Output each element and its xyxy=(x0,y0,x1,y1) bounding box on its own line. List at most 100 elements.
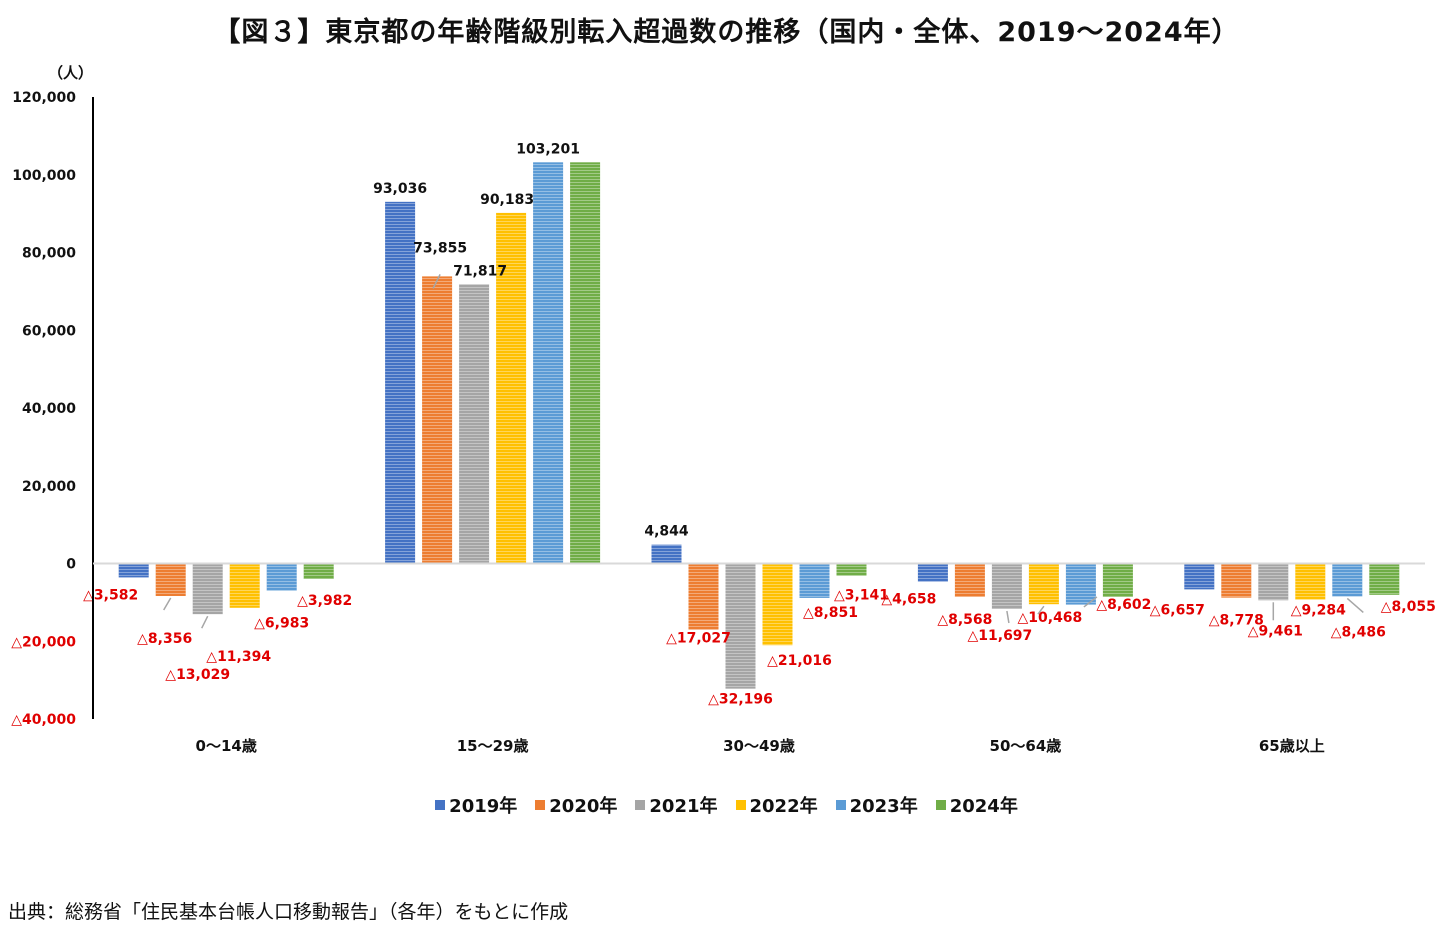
legend-swatch xyxy=(835,800,846,810)
bar-texture xyxy=(836,563,867,576)
data-label: △9,461 xyxy=(1248,623,1303,639)
data-label: △8,778 xyxy=(1209,613,1264,629)
bar-texture xyxy=(1028,563,1059,605)
bar-texture xyxy=(799,563,830,598)
legend-swatch xyxy=(935,800,946,810)
legend-swatch xyxy=(735,800,746,810)
data-label: △6,983 xyxy=(254,616,309,632)
y-tick-label: 80,000 xyxy=(22,246,76,262)
data-label: △10,468 xyxy=(1018,610,1083,626)
bar-texture xyxy=(533,162,564,564)
data-label: △13,029 xyxy=(165,667,230,683)
data-label: △6,657 xyxy=(1150,602,1205,618)
data-label: 103,201 xyxy=(516,141,580,157)
bar-texture xyxy=(303,563,334,579)
bar-texture xyxy=(917,563,948,582)
legend-item: 2022年 xyxy=(735,792,818,818)
bar-texture xyxy=(266,563,297,591)
bar-texture xyxy=(1065,563,1096,605)
data-label: △21,016 xyxy=(767,653,832,669)
data-label: 73,855 xyxy=(413,240,467,256)
y-tick-label: 0 xyxy=(66,557,76,573)
bar-texture xyxy=(496,212,527,564)
bar-texture xyxy=(1184,563,1215,590)
bar-texture xyxy=(1258,563,1289,601)
bar-texture xyxy=(762,563,793,646)
data-label: △11,697 xyxy=(968,628,1033,644)
legend-label: 2019年 xyxy=(449,796,518,817)
bar-texture xyxy=(1221,563,1252,598)
bar-texture xyxy=(688,563,719,630)
bar-texture xyxy=(651,544,682,564)
legend-label: 2022年 xyxy=(749,796,818,817)
bar-texture xyxy=(1295,563,1326,600)
y-tick-label: 20,000 xyxy=(22,479,76,495)
data-label: △8,602 xyxy=(1096,597,1151,613)
category-label: 65歳以上 xyxy=(1259,737,1325,755)
data-label: △8,055 xyxy=(1381,599,1436,615)
bar-texture xyxy=(192,563,223,615)
legend-swatch xyxy=(635,800,646,810)
y-tick-label: 40,000 xyxy=(22,401,76,417)
bar-texture xyxy=(155,563,186,596)
legend-swatch xyxy=(435,800,446,810)
data-label: 90,183 xyxy=(480,192,534,208)
y-tick-label: 100,000 xyxy=(12,168,76,184)
leader-line xyxy=(1083,596,1098,608)
data-label: △4,658 xyxy=(881,592,936,608)
legend-label: 2021年 xyxy=(649,796,718,817)
legend-label: 2023年 xyxy=(849,796,918,817)
legend-label: 2020年 xyxy=(549,796,618,817)
data-label: △3,582 xyxy=(83,587,138,603)
source-note: 出典：総務省「住民基本台帳人口移動報告」（各年）をもとに作成 xyxy=(8,901,569,923)
data-label: △8,851 xyxy=(803,605,858,621)
data-label: △8,568 xyxy=(937,612,992,628)
legend-item: 2024年 xyxy=(935,792,1018,818)
data-label: △32,196 xyxy=(708,692,773,708)
leader-line xyxy=(163,597,172,611)
bar-texture xyxy=(954,563,985,597)
data-label: 93,036 xyxy=(373,181,427,197)
bar-texture xyxy=(459,284,490,564)
legend-item: 2020年 xyxy=(535,792,617,818)
legend: 2019年 2020年 2021年 2022年 2023年 2024年 xyxy=(0,792,1453,818)
leader-line xyxy=(1006,610,1010,624)
y-tick-label: △20,000 xyxy=(11,634,76,650)
data-label: △17,027 xyxy=(666,631,731,647)
legend-item: 2023年 xyxy=(835,792,918,818)
bar-texture xyxy=(570,162,601,564)
bar-texture xyxy=(991,563,1022,609)
bar-texture xyxy=(1102,563,1133,597)
y-tick-label: △40,000 xyxy=(11,712,76,728)
leader-line xyxy=(432,274,441,289)
data-label: △3,982 xyxy=(297,593,352,609)
leader-line xyxy=(201,615,209,629)
category-label: 15〜29歳 xyxy=(457,737,529,755)
bar-texture xyxy=(1332,563,1363,597)
data-label: 4,844 xyxy=(644,524,689,540)
data-label: △8,356 xyxy=(137,631,192,647)
legend-swatch xyxy=(535,800,546,810)
legend-item: 2021年 xyxy=(635,792,718,818)
category-label: 50〜64歳 xyxy=(990,737,1062,755)
data-label: △8,486 xyxy=(1331,624,1386,640)
bar-texture xyxy=(385,201,416,564)
bar-texture xyxy=(229,563,260,608)
category-label: 30〜49歳 xyxy=(723,737,795,755)
legend-label: 2024年 xyxy=(949,796,1018,817)
bar-texture xyxy=(422,276,453,564)
leader-line xyxy=(1037,605,1045,615)
data-label: △3,141 xyxy=(834,588,889,604)
chart-title: 【図３】東京都の年齢階級別転入超過数の推移（国内・全体、2019〜2024年） xyxy=(213,17,1240,48)
category-label: 0〜14歳 xyxy=(196,737,257,755)
legend-item: 2019年 xyxy=(435,792,517,818)
data-label: △11,394 xyxy=(206,649,271,665)
bar-texture xyxy=(1369,563,1400,595)
bar-texture xyxy=(725,563,756,689)
y-axis-unit-label: （人） xyxy=(48,64,94,82)
bar-texture xyxy=(118,563,149,578)
data-label: △9,284 xyxy=(1291,603,1346,619)
y-tick-label: 60,000 xyxy=(22,323,76,339)
data-label: 71,817 xyxy=(453,263,507,279)
